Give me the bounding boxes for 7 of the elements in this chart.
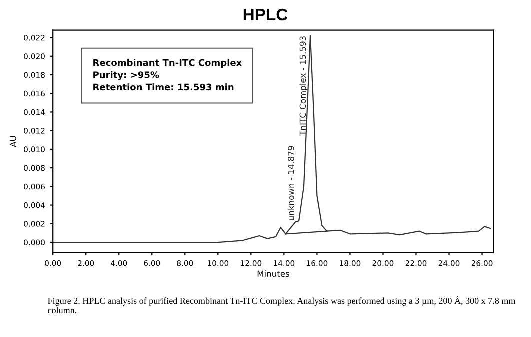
annotation: Recombinant Tn-ITC Complex Purity: >95% Retention Time: 15.593 min: [94, 59, 242, 91]
caption: Figure 2. HPLC analysis of purified Recombinant Tn-ITC Complex. Analysis was performed using a 3 µm, 200 Å, 300 x 7.8 mm column.: [48, 296, 516, 314]
y-axis-title: AU: [10, 136, 16, 148]
annotation: unknown - 14.879: [288, 146, 294, 220]
chart-title: HPLC: [244, 8, 288, 21]
annotation: TnITC Complex - 15.593: [300, 36, 308, 136]
x-axis-title: Minutes: [258, 270, 290, 278]
